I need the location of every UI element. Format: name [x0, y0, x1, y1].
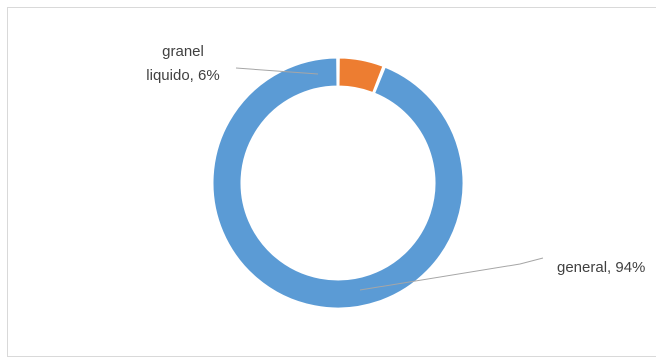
slice-granel-liquido: [338, 57, 384, 94]
data-label-line: liquido, 6%: [146, 67, 219, 84]
slices: [212, 57, 464, 309]
data-labels: general, 94% granel liquido, 6%: [146, 43, 645, 276]
doughnut-chart: general, 94% granel liquido, 6%: [146, 43, 645, 309]
leader-lines: [235, 67, 544, 291]
data-label-line: general, 94%: [557, 259, 645, 276]
data-label-line: granel: [162, 43, 204, 60]
data-label-general: general, 94%: [557, 259, 645, 276]
data-label-granel-liquido: granel liquido, 6%: [146, 43, 219, 84]
leader-line-general: [359, 257, 544, 291]
leader-line-granel-liquido: [235, 67, 319, 75]
slice-general: [212, 57, 464, 309]
